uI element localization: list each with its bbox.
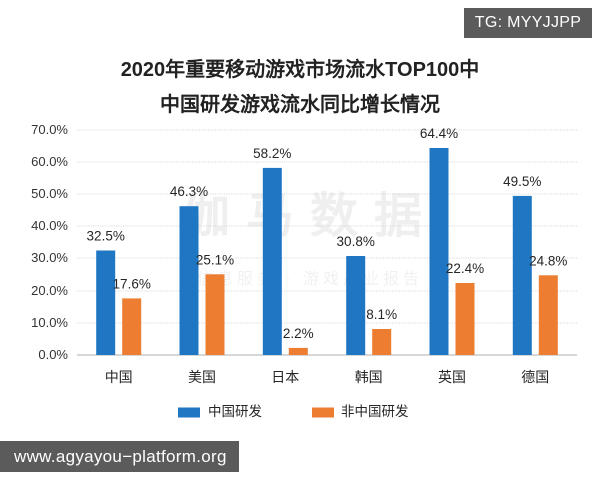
svg-text:50.0%: 50.0%: [31, 186, 68, 201]
svg-text:中国研发: 中国研发: [208, 404, 262, 419]
svg-text:0.0%: 0.0%: [38, 347, 68, 362]
svg-text:美国: 美国: [188, 369, 216, 385]
svg-text:49.5%: 49.5%: [503, 174, 541, 189]
svg-text:30.8%: 30.8%: [337, 234, 375, 249]
svg-text:40.0%: 40.0%: [31, 218, 68, 233]
svg-text:8.1%: 8.1%: [366, 307, 397, 322]
svg-text:17.6%: 17.6%: [113, 276, 151, 291]
svg-text:70.0%: 70.0%: [31, 122, 68, 137]
svg-text:日本: 日本: [271, 369, 299, 385]
svg-text:非中国研发: 非中国研发: [341, 404, 409, 419]
svg-text:58.2%: 58.2%: [253, 146, 291, 161]
svg-text:10.0%: 10.0%: [31, 315, 68, 330]
svg-text:德国: 德国: [521, 369, 549, 385]
svg-text:60.0%: 60.0%: [31, 154, 68, 169]
svg-text:20.0%: 20.0%: [31, 283, 68, 298]
svg-text:中国: 中国: [105, 369, 133, 385]
svg-text:信息服务 · 游戏产业报告: 信息服务 · 游戏产业报告: [197, 270, 423, 288]
svg-text:22.4%: 22.4%: [446, 261, 484, 276]
svg-text:46.3%: 46.3%: [170, 184, 208, 199]
svg-text:英国: 英国: [438, 369, 466, 385]
svg-text:韩国: 韩国: [355, 369, 383, 385]
svg-text:24.8%: 24.8%: [529, 253, 567, 268]
svg-text:30.0%: 30.0%: [31, 250, 68, 265]
svg-text:2.2%: 2.2%: [283, 326, 314, 341]
svg-text:伽马数据: 伽马数据: [182, 190, 438, 243]
svg-text:25.1%: 25.1%: [196, 252, 234, 267]
svg-text:32.5%: 32.5%: [87, 229, 125, 244]
svg-text:64.4%: 64.4%: [420, 126, 458, 141]
